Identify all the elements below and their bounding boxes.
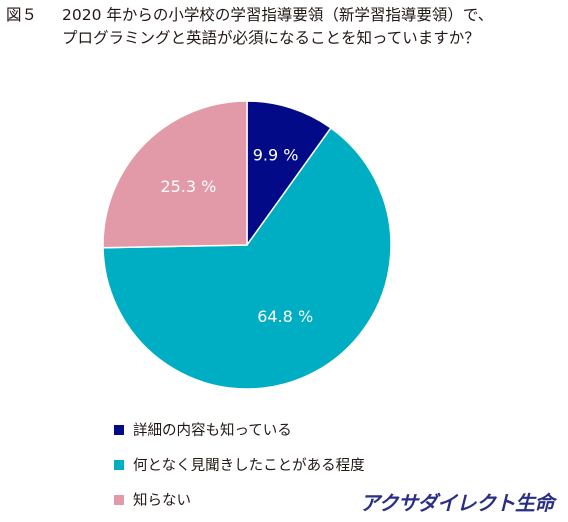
pie-slice <box>102 100 248 249</box>
pie-slice <box>246 100 332 248</box>
pie-slice <box>102 126 392 390</box>
legend-label: 詳細の内容も知っている <box>133 423 292 439</box>
figure-label: 図５ <box>6 6 38 24</box>
legend-swatch <box>114 459 124 470</box>
legend-item: 詳細の内容も知っている <box>114 412 365 447</box>
legend: 詳細の内容も知っている 何となく見聞きしたことがある程度 知らない <box>114 412 365 517</box>
title-line-1: 2020 年からの小学校の学習指導要領（新学習指導要領）で、 <box>62 6 494 24</box>
legend-swatch <box>114 494 124 505</box>
chart-title: 図５ 2020 年からの小学校の学習指導要領（新学習指導要領）で、 プログラミング… <box>6 4 493 50</box>
slice-label: 9.9 % <box>253 145 299 164</box>
legend-item: 何となく見聞きしたことがある程度 <box>114 447 365 482</box>
title-line-2: プログラミングと英語が必須になることを知っていますか？ <box>62 29 480 47</box>
slice-label: 64.8 % <box>257 307 313 326</box>
slice-label: 25.3 % <box>160 177 216 196</box>
legend-swatch <box>114 424 124 435</box>
legend-item: 知らない <box>114 482 365 517</box>
legend-label: 何となく見聞きしたことがある程度 <box>133 458 365 474</box>
brand-logo-text: アクサダイレクト生命 <box>360 491 555 515</box>
legend-label: 知らない <box>133 493 191 509</box>
